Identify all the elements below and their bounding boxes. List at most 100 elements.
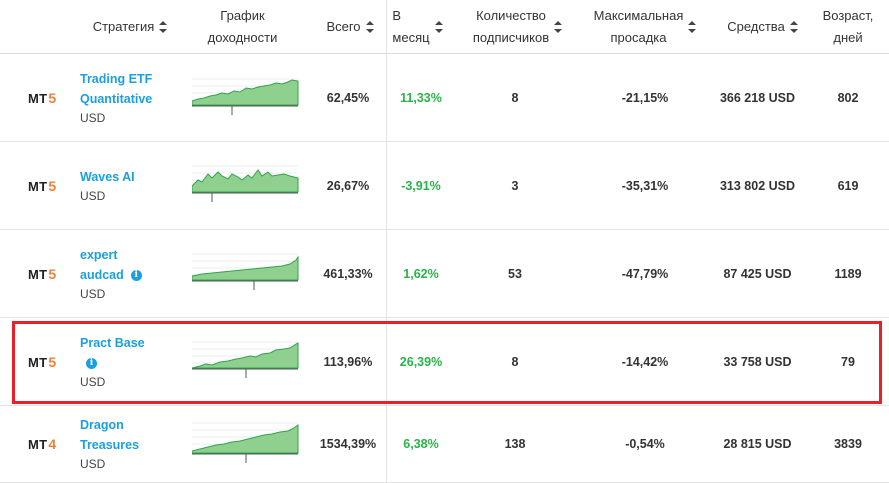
age-cell: 1189	[834, 266, 862, 281]
drawdown-cell: -35,31%	[621, 178, 669, 193]
sparkline-area	[192, 342, 299, 369]
total-cell: 1534,39%	[319, 437, 377, 451]
table-row[interactable]: MT4 Dragon Treasures USD 1534,39% 6,38% 138 -0,…	[0, 406, 889, 483]
strategy-name-text[interactable]: Treasures	[80, 438, 140, 452]
header-age[interactable]: Возраст, дней	[812, 0, 884, 54]
column-divider	[386, 0, 387, 483]
header-age-line1: Возраст,	[822, 8, 874, 23]
monthly-cell: 1,62%	[403, 266, 439, 281]
header-chart-line1: График	[220, 8, 265, 23]
currency-label: USD	[80, 111, 106, 125]
currency-label: USD	[80, 286, 106, 301]
platform-badge: MT5	[28, 266, 56, 282]
funds-cell: 366 218 USD	[719, 91, 796, 105]
header-subscribers[interactable]: Количество подписчиков	[460, 0, 575, 54]
funds-cell: 28 815 USD	[723, 437, 792, 451]
total-cell: 62,45%	[326, 91, 370, 105]
header-age-line2: дней	[833, 30, 863, 45]
strategy-name-text[interactable]: Waves AI	[80, 169, 135, 184]
strategy-name-text[interactable]: expert	[80, 247, 118, 262]
strategy-name-text[interactable]: Pract Base	[80, 335, 145, 350]
age-cell: 802	[837, 91, 859, 105]
platform-badge: MT4	[28, 436, 56, 452]
header-strategy[interactable]: Стратегия	[75, 0, 185, 54]
sparkline-area	[192, 423, 299, 453]
table-row[interactable]: MT5 Pract Base i USD 113,96% 26,39% 8 -14,42% 33…	[0, 318, 889, 406]
table-row[interactable]: MT5 Trading ETF Quantitative USD 62,45% 11,33…	[0, 55, 889, 142]
header-subscribers-line2: подписчиков	[472, 30, 550, 45]
header-month-line2: месяц	[392, 30, 430, 45]
strategy-cell: Pract Base i USD	[80, 318, 190, 405]
table-row[interactable]: MT5 Waves AI USD 26,67% -3,91% 3 -35,31% 313 80…	[0, 142, 889, 230]
header-total[interactable]: Всего	[315, 0, 385, 54]
yield-sparkline	[192, 253, 299, 290]
funds-cell: 87 425 USD	[723, 266, 792, 281]
strategy-cell: Waves AI USD	[80, 142, 190, 229]
sort-arrows-icon[interactable]	[688, 21, 697, 33]
header-funds[interactable]: Средства	[715, 0, 810, 54]
platform-version: 5	[48, 90, 57, 106]
strategy-name-text[interactable]: Trading ETF	[80, 72, 153, 86]
currency-label: USD	[80, 374, 106, 389]
strategy-name-link[interactable]: Dragon	[80, 415, 190, 435]
sort-arrows-icon[interactable]	[159, 21, 168, 33]
funds-cell: 313 802 USD	[719, 178, 796, 193]
yield-sparkline	[192, 165, 299, 202]
strategy-name-link[interactable]: audcad i	[80, 265, 190, 285]
header-drawdown[interactable]: Максимальная просадка	[585, 0, 705, 54]
platform-label: MT	[28, 354, 48, 370]
age-cell: 79	[841, 354, 855, 369]
strategy-name-text[interactable]: audcad	[80, 267, 124, 282]
subscribers-cell: 3	[511, 178, 519, 193]
strategy-name-link[interactable]: Trading ETF	[80, 69, 190, 89]
platform-version: 5	[48, 177, 57, 194]
drawdown-cell: -14,42%	[621, 354, 669, 369]
yield-sparkline	[192, 78, 299, 115]
currency-label: USD	[80, 457, 106, 471]
sparkline-area	[192, 255, 299, 281]
strategy-name-link[interactable]: expert	[80, 245, 190, 265]
table-row[interactable]: MT5 expert audcad i USD 461,33% 1,62% 53 -47,79%…	[0, 230, 889, 318]
strategy-name-link[interactable]: Treasures	[80, 435, 190, 455]
strategy-name-link[interactable]: Waves AI	[80, 167, 190, 187]
header-strategy-label: Стратегия	[92, 19, 155, 34]
total-cell: 461,33%	[323, 266, 373, 281]
platform-label: MT	[28, 178, 48, 194]
yield-sparkline	[192, 422, 299, 463]
strategy-name-link[interactable]: Pract Base	[80, 333, 190, 353]
header-drawdown-line1: Максимальная	[593, 8, 684, 23]
sparkline-area	[192, 169, 299, 193]
platform-version: 5	[48, 353, 57, 370]
platform-label: MT	[28, 91, 48, 106]
platform-version: 5	[48, 265, 57, 282]
platform-label: MT	[28, 437, 48, 452]
strategy-name-text[interactable]: Dragon	[80, 418, 124, 432]
sort-arrows-icon[interactable]	[789, 21, 798, 33]
monthly-cell: 26,39%	[399, 354, 443, 369]
drawdown-cell: -21,15%	[621, 91, 669, 105]
strategy-name-link[interactable]: Quantitative	[80, 89, 190, 109]
platform-badge: MT5	[28, 90, 56, 106]
funds-cell: 33 758 USD	[723, 354, 792, 369]
strategy-name-text[interactable]: Quantitative	[80, 92, 153, 106]
monthly-cell: 11,33%	[400, 91, 442, 105]
drawdown-cell: -47,79%	[621, 266, 669, 281]
info-icon[interactable]: i	[86, 357, 97, 369]
sort-arrows-icon[interactable]	[434, 21, 443, 33]
strategy-cell: expert audcad i USD	[80, 230, 190, 317]
strategy-cell: Dragon Treasures USD	[80, 406, 190, 482]
sort-arrows-icon[interactable]	[365, 21, 374, 33]
age-cell: 619	[837, 178, 859, 193]
sort-arrows-icon[interactable]	[554, 21, 563, 33]
subscribers-cell: 138	[504, 437, 526, 451]
highlight-frame	[12, 321, 882, 404]
subscribers-cell: 8	[511, 91, 519, 105]
strategy-cell: Trading ETF Quantitative USD	[80, 55, 190, 141]
platform-badge: MT5	[28, 354, 56, 370]
header-month-line1: В	[392, 8, 402, 23]
age-cell: 3839	[834, 437, 862, 451]
total-cell: 26,67%	[326, 178, 370, 193]
info-icon[interactable]: i	[130, 269, 142, 281]
